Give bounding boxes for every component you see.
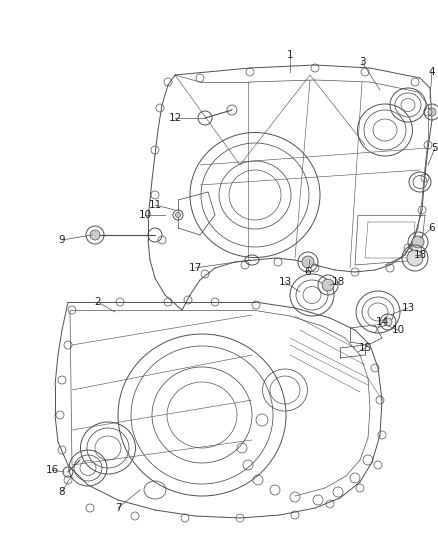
Circle shape	[322, 279, 334, 291]
Circle shape	[407, 250, 423, 266]
Text: 2: 2	[95, 297, 101, 307]
Text: 1: 1	[287, 50, 293, 60]
Text: 9: 9	[59, 235, 65, 245]
Text: 16: 16	[46, 465, 59, 475]
Text: 17: 17	[188, 263, 201, 273]
Circle shape	[428, 108, 436, 116]
Text: 14: 14	[375, 317, 389, 327]
Text: 12: 12	[168, 113, 182, 123]
Text: 3: 3	[359, 57, 365, 67]
Text: 5: 5	[432, 143, 438, 153]
Text: 11: 11	[148, 200, 162, 210]
Circle shape	[90, 230, 100, 240]
Circle shape	[176, 213, 180, 217]
Text: 18: 18	[413, 250, 427, 260]
Text: 8: 8	[59, 487, 65, 497]
Text: 6: 6	[305, 267, 311, 277]
Text: 7: 7	[115, 503, 121, 513]
Circle shape	[384, 318, 392, 326]
Text: 13: 13	[279, 277, 292, 287]
Text: 10: 10	[392, 325, 405, 335]
Text: 15: 15	[358, 343, 371, 353]
Text: 4: 4	[429, 67, 435, 77]
Text: 18: 18	[332, 277, 345, 287]
Text: 6: 6	[429, 223, 435, 233]
Text: 13: 13	[401, 303, 415, 313]
Circle shape	[412, 236, 424, 248]
Circle shape	[302, 256, 314, 268]
Text: 10: 10	[138, 210, 152, 220]
